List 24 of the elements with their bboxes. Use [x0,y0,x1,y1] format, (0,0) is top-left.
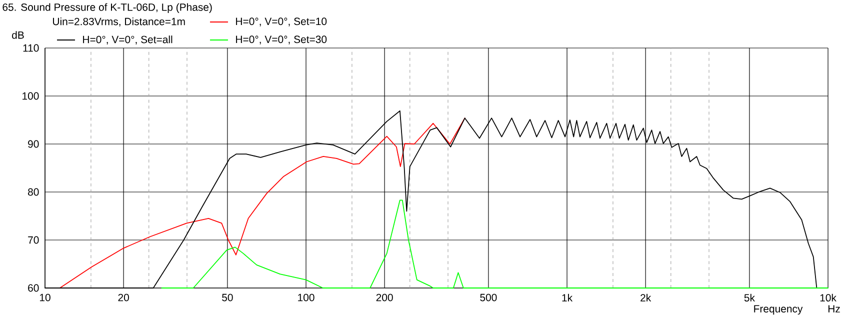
y-tick-label: 70 [28,236,39,244]
x-axis-title: Frequency [754,305,803,315]
x-tick-label: 200 [376,294,393,302]
y-axis-title: dB [12,31,24,39]
y-tick-label: 60 [28,284,39,292]
y-tick-label: 110 [23,44,39,52]
x-tick-label: 20 [118,294,129,302]
legend-label: H=0°, V=0°, Set=30 [236,36,327,44]
x-tick-label: 1k [562,294,573,302]
x-tick-label: 10 [40,294,50,302]
x-tick-label: 50 [222,294,233,302]
legend-label: H=0°, V=0°, Set=10 [236,18,327,26]
x-tick-label: 5k [744,294,755,302]
text: Uin=2.83Vrms, Distance=1m [53,18,185,26]
chart-title: 65. Sound Pressure of K-TL-06D, Lp (Phase) [2,3,212,13]
x-tick-label: 10k [820,294,836,302]
legend-label: H=0°, V=0°, Set=all [83,36,172,44]
x-tick-label: 100 [298,294,314,302]
y-tick-label: 100 [22,92,39,100]
text: Hz [828,305,840,312]
y-tick-label: 80 [28,188,39,196]
x-tick-label: 2k [640,294,652,302]
y-tick-label: 90 [28,140,39,148]
x-tick-label: 500 [480,294,497,302]
